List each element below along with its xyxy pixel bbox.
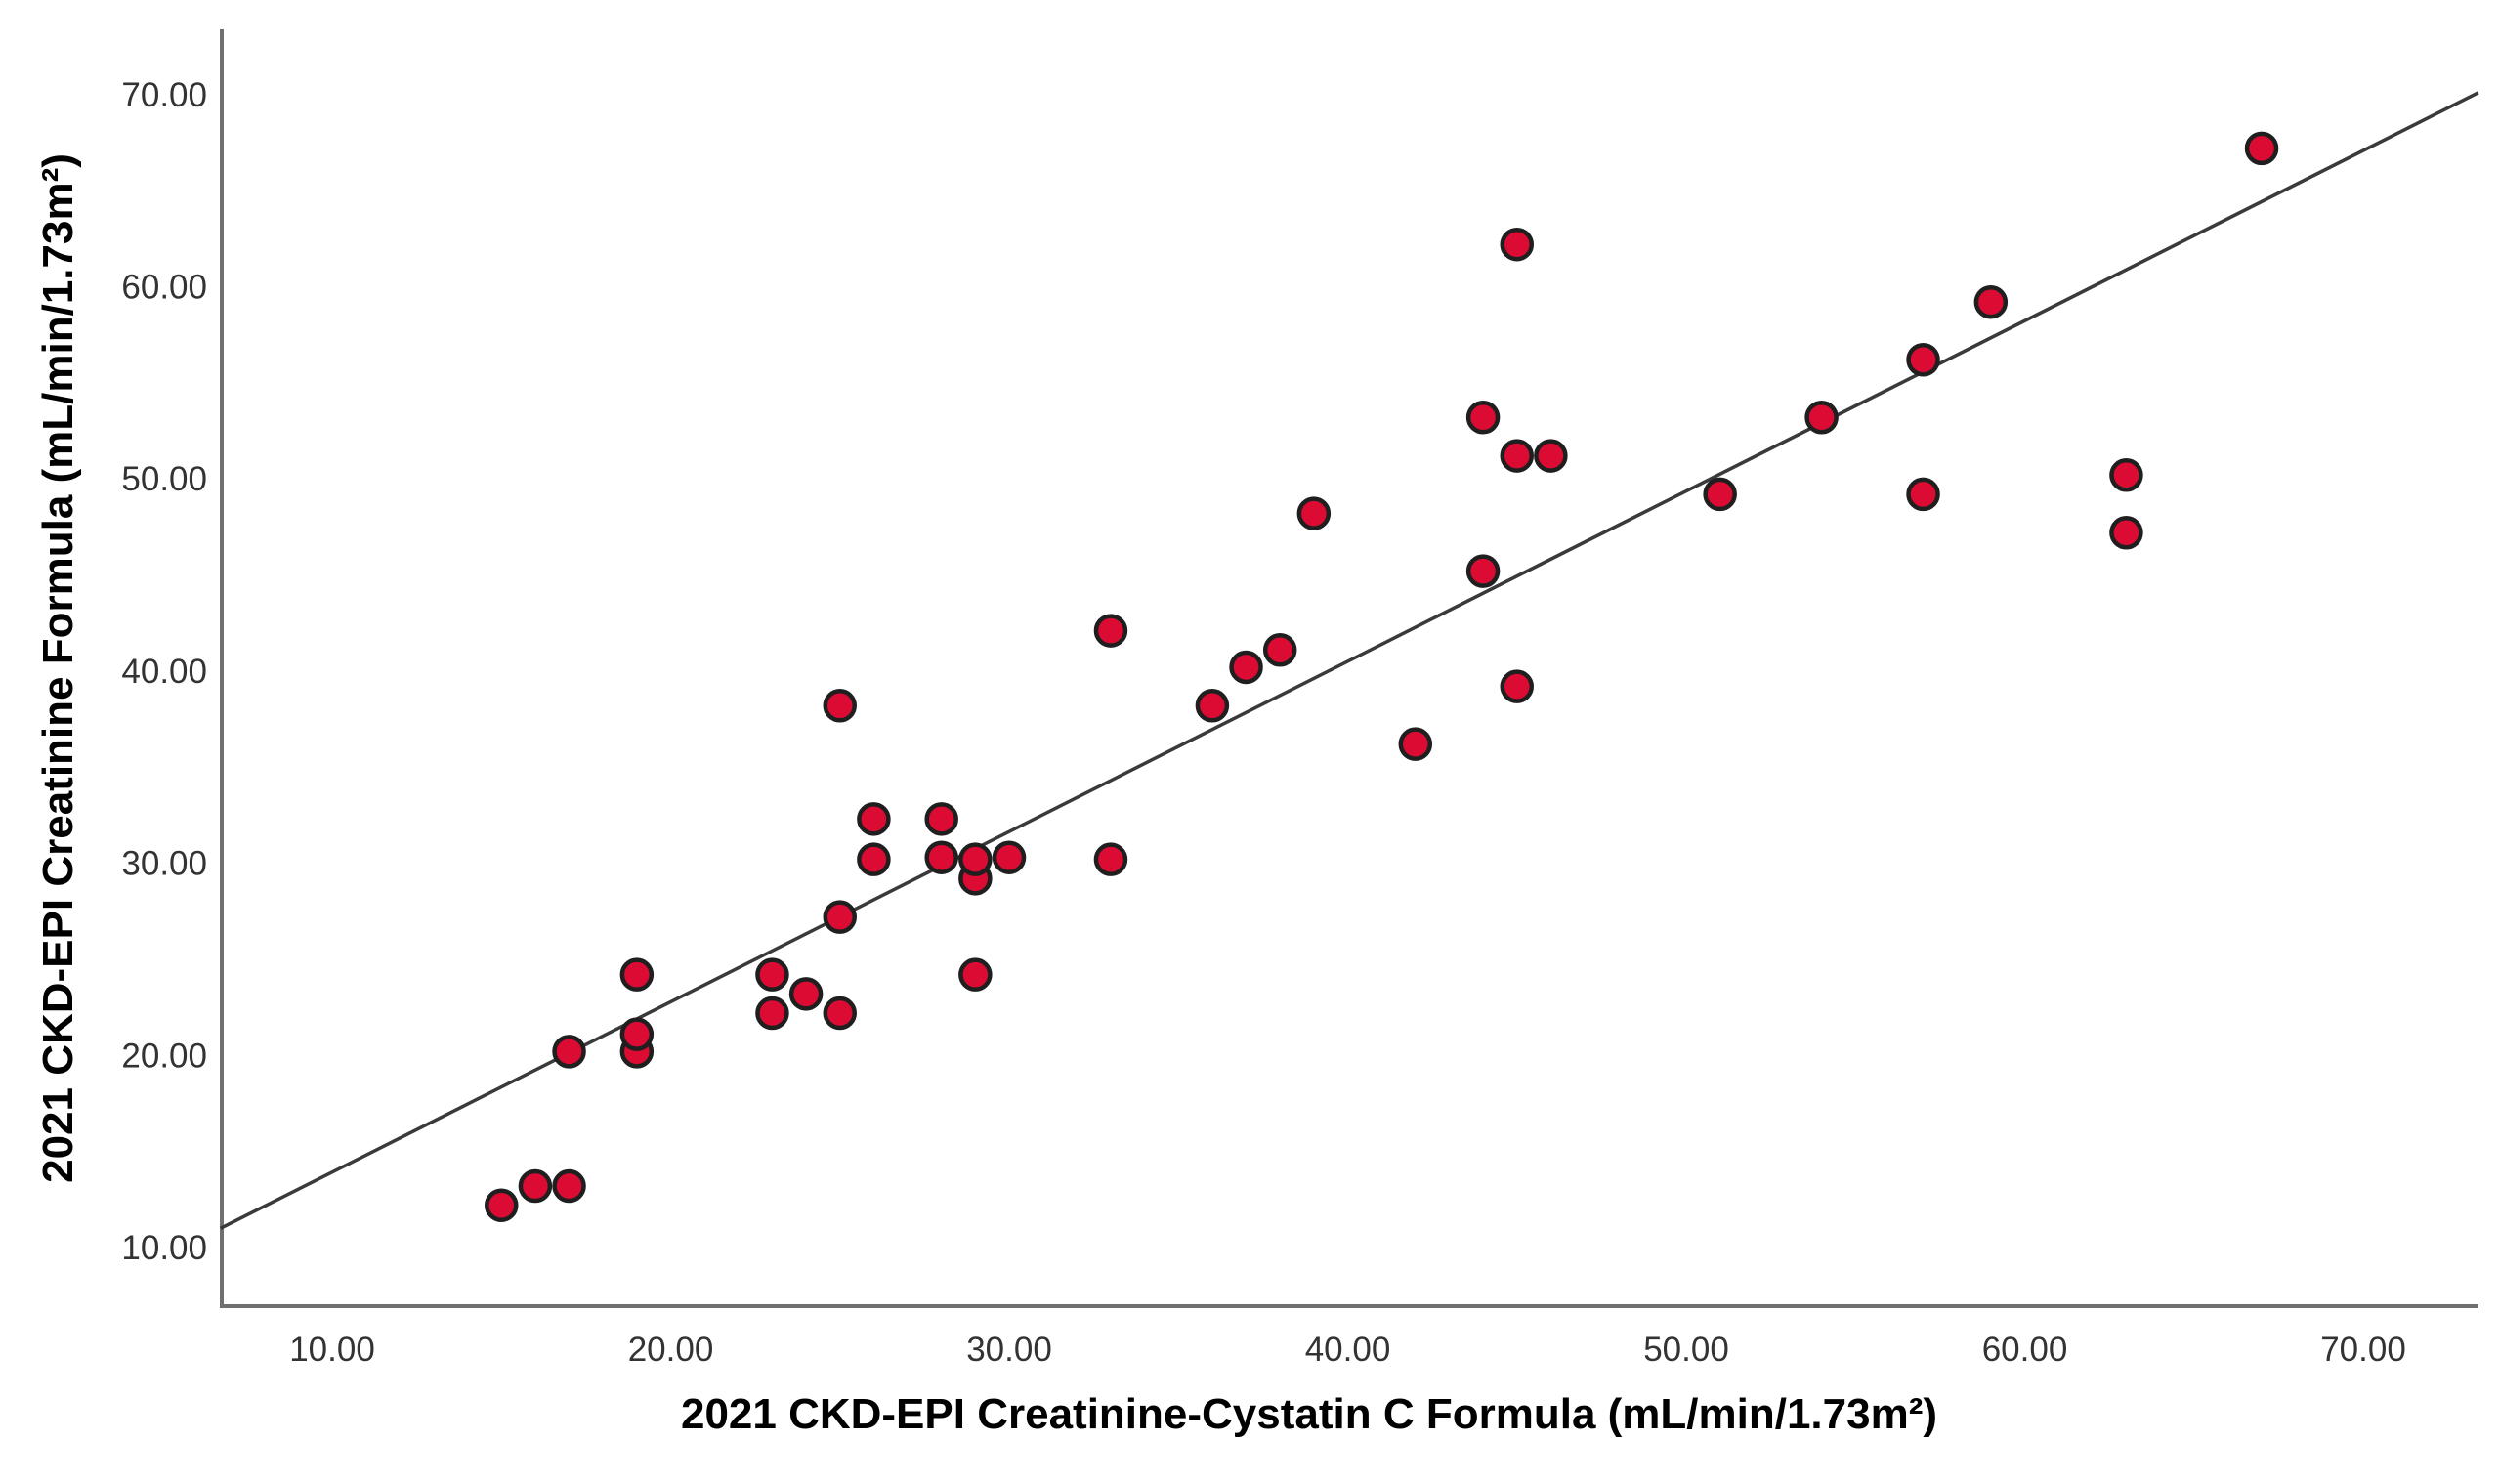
data-point	[1229, 650, 1263, 685]
x-axis-title: 2021 CKD-EPI Creatinine-Cystatin C Formu…	[681, 1390, 1937, 1438]
data-point	[924, 802, 958, 836]
data-point	[1534, 439, 1568, 473]
data-point	[1906, 342, 1940, 377]
data-point	[788, 977, 824, 1011]
data-point	[2109, 458, 2143, 492]
y-tick-label: 10.00	[121, 1229, 207, 1267]
data-point	[1398, 727, 1433, 761]
x-tick-label: 20.00	[628, 1331, 714, 1369]
x-tick-label: 50.00	[1643, 1331, 1729, 1369]
data-point	[924, 840, 958, 874]
data-point	[619, 957, 655, 992]
y-tick-label: 40.00	[121, 653, 207, 691]
data-point	[1195, 689, 1230, 723]
y-axis-title: 2021 CKD-EPI Creatinine Formula (mL/min/…	[34, 153, 82, 1183]
data-point	[1973, 284, 2009, 319]
y-tick-label: 30.00	[121, 845, 207, 883]
data-point	[992, 840, 1027, 874]
data-point	[755, 996, 789, 1031]
data-point	[2109, 516, 2143, 550]
fit-line-layer	[219, 91, 2479, 1230]
data-point	[1500, 439, 1534, 473]
x-tick-label: 60.00	[1982, 1331, 2068, 1369]
x-tick-label: 30.00	[966, 1331, 1052, 1369]
data-point	[1500, 669, 1534, 703]
data-point	[485, 1188, 519, 1222]
data-point	[958, 957, 993, 992]
data-point	[1093, 614, 1128, 648]
data-point	[1262, 633, 1297, 667]
data-point	[823, 689, 857, 723]
data-point	[823, 996, 857, 1031]
data-point	[1465, 554, 1501, 588]
data-point	[518, 1168, 553, 1204]
y-tick-label: 60.00	[121, 269, 207, 307]
y-tick-label: 50.00	[121, 460, 207, 498]
data-point	[823, 900, 857, 934]
data-point	[552, 1168, 586, 1204]
data-point	[958, 842, 993, 876]
data-point	[1906, 477, 1940, 512]
data-point	[1296, 496, 1332, 530]
data-point	[1703, 477, 1737, 512]
data-point	[2244, 131, 2279, 166]
data-point	[1465, 401, 1501, 435]
data-point	[1093, 842, 1128, 876]
tick-labels: 10.00 20.00 30.00 40.00 50.00 60.00 70.00 10.00…	[121, 76, 2405, 1369]
fit-line	[219, 91, 2479, 1230]
y-tick-label: 70.00	[121, 76, 207, 114]
data-point	[857, 842, 891, 876]
data-point	[755, 957, 789, 992]
data-points-layer	[485, 131, 2279, 1222]
data-point	[552, 1035, 586, 1069]
x-tick-label: 10.00	[289, 1331, 375, 1369]
x-tick-label: 40.00	[1305, 1331, 1391, 1369]
x-tick-label: 70.00	[2320, 1331, 2406, 1369]
data-point	[1804, 401, 1839, 435]
data-point	[1500, 227, 1534, 262]
y-tick-label: 20.00	[121, 1037, 207, 1075]
data-point	[857, 802, 891, 836]
data-point	[619, 1017, 655, 1051]
